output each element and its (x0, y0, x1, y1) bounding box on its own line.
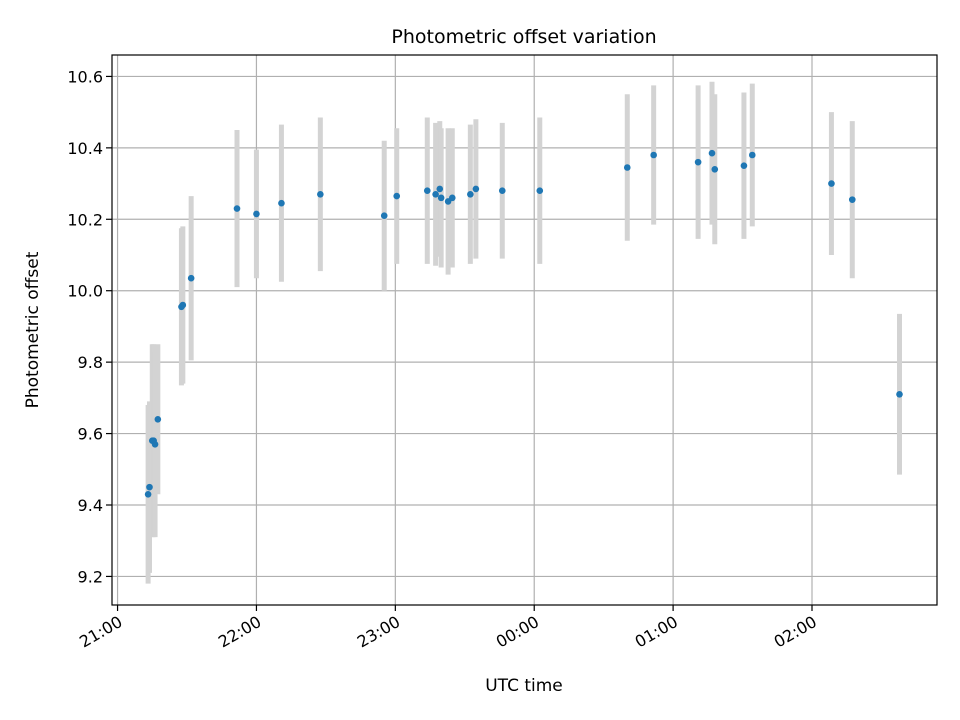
data-point (748, 151, 756, 159)
data-point (711, 165, 719, 173)
plot-frame (111, 54, 938, 606)
y-tick-label: 9.4 (78, 496, 103, 515)
y-axis-ticks: 9.2 9.4 9.6 9.8 10.0 10.2 10.4 10.6 (67, 67, 112, 586)
data-point (536, 187, 544, 195)
data-point (151, 440, 159, 448)
data-point (436, 185, 444, 193)
x-axis-ticks: 21:00 22:00 23:00 00:00 01:00 02:00 (76, 605, 820, 652)
data-point (432, 190, 439, 198)
error-bars (145, 81, 902, 584)
x-tick-label: 01:00 (632, 612, 681, 652)
data-point (623, 164, 631, 171)
x-tick-label: 22:00 (215, 612, 264, 652)
data-point (144, 490, 152, 498)
data-point (233, 205, 241, 212)
y-tick-label: 10.6 (67, 67, 103, 86)
data-point (472, 185, 480, 193)
x-tick-label: 23:00 (354, 612, 403, 652)
data-point (146, 483, 153, 491)
data-point (694, 158, 702, 166)
data-point (708, 149, 716, 157)
x-tick-label: 00:00 (493, 612, 542, 652)
data-point (393, 192, 401, 200)
chart-title: Photometric offset variation (391, 26, 656, 48)
data-point (380, 212, 388, 220)
data-point (448, 194, 456, 202)
x-tick-label: 21:00 (76, 612, 125, 652)
y-tick-label: 10.2 (67, 210, 103, 229)
data-point (740, 162, 748, 170)
data-point (253, 210, 260, 218)
y-tick-label: 9.2 (78, 567, 103, 586)
data-point (154, 415, 162, 423)
grid-lines (112, 55, 937, 605)
data-point (187, 274, 195, 282)
data-point (278, 199, 285, 207)
data-points (144, 149, 903, 498)
data-point (896, 390, 903, 398)
x-tick-label: 02:00 (771, 612, 820, 652)
data-point (848, 196, 856, 203)
y-tick-label: 10.4 (67, 139, 103, 158)
data-point (423, 187, 431, 195)
x-axis-label: UTC time (485, 676, 563, 696)
data-point (437, 194, 445, 202)
data-point (179, 301, 187, 309)
data-point (498, 187, 506, 195)
y-axis-label: Photometric offset (23, 251, 43, 408)
y-tick-label: 9.6 (78, 425, 103, 444)
y-tick-label: 9.8 (78, 353, 103, 372)
y-tick-label: 10.0 (67, 282, 103, 301)
data-point (650, 151, 657, 159)
data-point (828, 180, 835, 187)
data-point (467, 190, 474, 198)
data-point (317, 190, 324, 198)
